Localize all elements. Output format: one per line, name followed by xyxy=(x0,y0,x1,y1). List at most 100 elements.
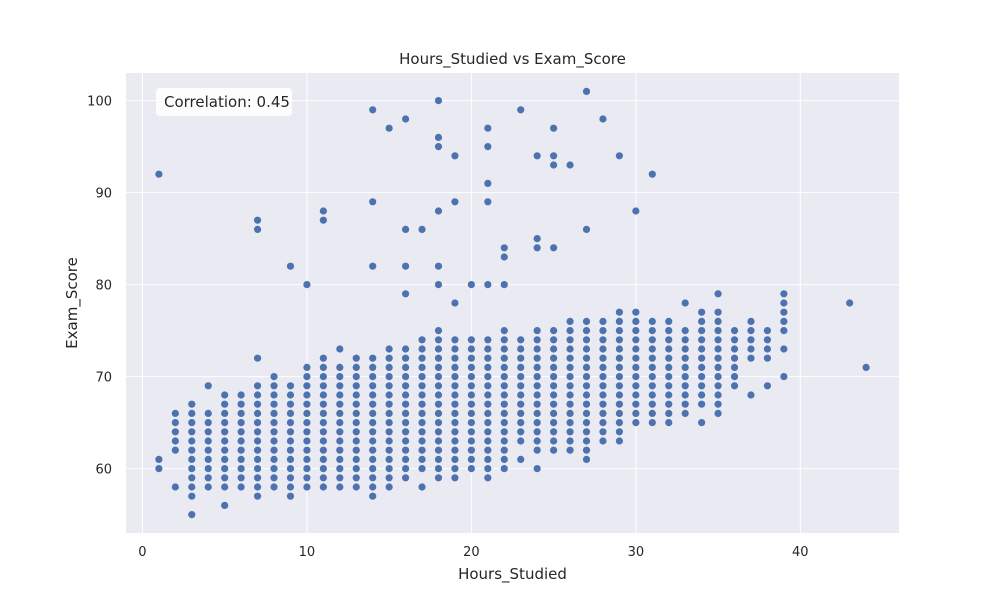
x-tick-label: 10 xyxy=(299,545,316,560)
data-point xyxy=(336,391,344,399)
data-point xyxy=(369,465,377,473)
data-point xyxy=(237,446,245,454)
data-point xyxy=(352,428,360,436)
data-point xyxy=(319,437,327,445)
data-point xyxy=(681,400,689,408)
data-point xyxy=(500,400,508,408)
data-point xyxy=(319,455,327,463)
data-point xyxy=(451,391,459,399)
x-tick-label: 30 xyxy=(628,545,645,560)
data-point xyxy=(451,373,459,381)
data-point xyxy=(566,382,574,390)
data-point xyxy=(237,409,245,417)
data-point xyxy=(648,317,656,325)
data-point xyxy=(533,419,541,427)
data-point xyxy=(714,373,722,381)
data-point xyxy=(369,354,377,362)
data-point xyxy=(533,327,541,335)
data-point xyxy=(336,474,344,482)
data-point xyxy=(253,483,262,491)
data-point xyxy=(385,400,393,408)
data-point xyxy=(369,262,377,270)
data-point xyxy=(747,345,755,353)
data-point xyxy=(780,373,788,381)
data-point xyxy=(385,124,393,132)
data-point xyxy=(221,483,229,491)
data-point xyxy=(500,428,508,436)
data-point xyxy=(385,354,393,362)
data-point xyxy=(270,437,278,445)
data-point xyxy=(385,455,393,463)
data-point xyxy=(385,373,393,381)
data-point xyxy=(517,400,525,408)
data-point xyxy=(434,428,443,436)
data-point xyxy=(714,354,722,362)
data-point xyxy=(665,363,673,371)
data-point xyxy=(632,419,640,427)
data-point xyxy=(401,354,410,362)
data-point xyxy=(648,419,656,427)
data-point xyxy=(632,391,640,399)
data-point xyxy=(434,437,443,445)
data-point xyxy=(253,419,262,427)
data-point xyxy=(336,363,344,371)
data-point xyxy=(599,115,607,123)
data-point xyxy=(599,336,607,344)
data-point xyxy=(171,437,179,445)
data-point xyxy=(500,363,508,371)
data-point xyxy=(467,354,475,362)
data-point xyxy=(352,391,360,399)
data-point xyxy=(369,428,377,436)
data-point xyxy=(369,419,377,427)
data-point xyxy=(401,363,410,371)
data-point xyxy=(550,124,558,132)
data-point xyxy=(221,400,229,408)
data-point xyxy=(599,327,607,335)
data-point xyxy=(336,409,344,417)
data-point xyxy=(533,345,541,353)
data-point xyxy=(286,409,295,417)
chart-title: Hours_Studied vs Exam_Score xyxy=(399,50,626,69)
data-point xyxy=(582,382,591,390)
data-point xyxy=(599,363,607,371)
data-point xyxy=(648,170,656,178)
data-point xyxy=(566,400,574,408)
data-point xyxy=(665,354,673,362)
data-point xyxy=(303,363,311,371)
data-point xyxy=(681,299,689,307)
data-point xyxy=(681,327,689,335)
data-point xyxy=(517,106,525,114)
data-point xyxy=(303,400,311,408)
data-point xyxy=(648,327,656,335)
data-point xyxy=(550,382,558,390)
data-point xyxy=(434,262,443,270)
data-point xyxy=(171,428,179,436)
data-point xyxy=(369,492,377,500)
data-point xyxy=(253,382,262,390)
data-point xyxy=(500,419,508,427)
data-point xyxy=(385,382,393,390)
data-point xyxy=(665,345,673,353)
data-point xyxy=(500,345,508,353)
data-point xyxy=(500,446,508,454)
data-point xyxy=(566,327,574,335)
data-point xyxy=(451,446,459,454)
data-point xyxy=(467,391,475,399)
data-point xyxy=(484,336,492,344)
data-point xyxy=(418,225,426,233)
data-point xyxy=(385,363,393,371)
data-point xyxy=(484,198,492,206)
data-point xyxy=(352,455,360,463)
data-point xyxy=(451,409,459,417)
data-point xyxy=(566,336,574,344)
data-point xyxy=(270,382,278,390)
data-point xyxy=(517,354,525,362)
data-point xyxy=(566,446,574,454)
data-point xyxy=(303,373,311,381)
data-point xyxy=(286,428,295,436)
data-point xyxy=(385,446,393,454)
y-tick-label: 80 xyxy=(95,279,112,294)
data-point xyxy=(517,437,525,445)
data-point xyxy=(352,465,360,473)
data-point xyxy=(714,382,722,390)
